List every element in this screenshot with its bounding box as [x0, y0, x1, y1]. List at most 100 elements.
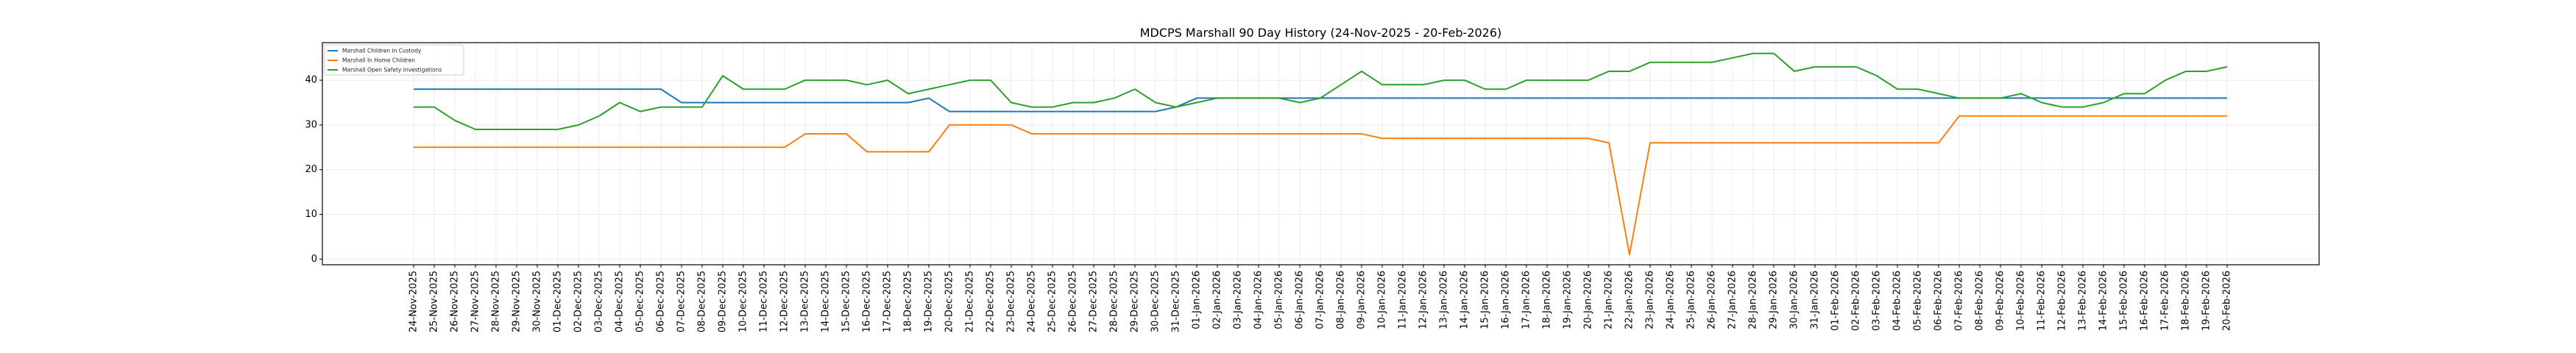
- x-tick-label: 29-Jan-2026: [1769, 271, 1780, 329]
- x-tick-label: 03-Dec-2025: [594, 271, 605, 332]
- x-tick-label: 10-Dec-2025: [738, 271, 749, 332]
- x-tick-label: 30-Jan-2026: [1789, 271, 1800, 329]
- x-tick-label: 04-Jan-2026: [1253, 271, 1264, 329]
- x-tick-label: 25-Dec-2025: [1047, 271, 1058, 332]
- x-tick-label: 26-Nov-2025: [450, 271, 461, 332]
- x-tick-label: 16-Feb-2026: [2140, 271, 2151, 331]
- x-tick-label: 29-Nov-2025: [512, 271, 523, 332]
- x-tick-label: 21-Dec-2025: [965, 271, 976, 332]
- x-tick-label: 17-Jan-2026: [1521, 271, 1532, 329]
- x-tick-label: 26-Jan-2026: [1707, 271, 1718, 329]
- x-tick-label: 26-Dec-2025: [1068, 271, 1079, 332]
- x-tick-label: 13-Feb-2026: [2078, 271, 2089, 331]
- x-tick-label: 27-Nov-2025: [470, 271, 481, 332]
- legend-label-children-in-custody: Marshall Children in Custody: [342, 48, 422, 54]
- legend-label-in-home-children: Marshall In Home Children: [342, 57, 415, 64]
- x-tick-label: 07-Jan-2026: [1315, 271, 1326, 329]
- y-tick-label: 40: [305, 75, 317, 86]
- x-tick-label: 08-Jan-2026: [1336, 271, 1347, 329]
- x-tick-label: 18-Feb-2026: [2181, 271, 2192, 331]
- x-tick-label: 02-Jan-2026: [1212, 271, 1223, 329]
- x-tick-label: 15-Jan-2026: [1480, 271, 1491, 329]
- x-tick-label: 25-Nov-2025: [429, 271, 440, 332]
- x-tick-label: 11-Dec-2025: [759, 271, 770, 332]
- x-tick-label: 29-Dec-2025: [1130, 271, 1141, 332]
- y-tick-label: 30: [305, 119, 317, 130]
- x-tick-label: 10-Jan-2026: [1377, 271, 1388, 329]
- series-lines: [414, 52, 2228, 256]
- series-line-open-safety-investigations: [414, 52, 2228, 130]
- x-tick-label: 18-Dec-2025: [903, 271, 914, 332]
- x-tick-label: 12-Dec-2025: [779, 271, 790, 332]
- x-tick-label: 02-Dec-2025: [573, 271, 584, 332]
- series-line-in-home-children: [414, 115, 2227, 256]
- x-tick-label: 16-Dec-2025: [862, 271, 873, 332]
- x-tick-label: 03-Feb-2026: [1872, 271, 1883, 331]
- x-tick-label: 23-Jan-2026: [1645, 271, 1656, 329]
- x-tick-label: 24-Dec-2025: [1027, 271, 1038, 332]
- x-tick-label: 11-Jan-2026: [1398, 271, 1409, 329]
- x-tick-label: 12-Feb-2026: [2057, 271, 2068, 331]
- x-tick-label: 14-Dec-2025: [821, 271, 832, 332]
- x-tick-label: 01-Jan-2026: [1192, 271, 1203, 329]
- x-tick-label: 15-Dec-2025: [841, 271, 852, 332]
- x-tick-label: 09-Dec-2025: [718, 271, 729, 332]
- x-tick-label: 31-Jan-2026: [1810, 271, 1821, 329]
- x-tick-label: 22-Dec-2025: [986, 271, 997, 332]
- x-tick-label: 13-Dec-2025: [800, 271, 811, 332]
- x-tick-label: 24-Nov-2025: [408, 271, 420, 332]
- x-tick-label: 24-Jan-2026: [1666, 271, 1677, 329]
- x-tick-label: 05-Feb-2026: [1913, 271, 1924, 331]
- y-tick-label: 0: [311, 254, 317, 265]
- x-tick-label: 31-Dec-2025: [1171, 271, 1182, 332]
- x-tick-label: 30-Dec-2025: [1150, 271, 1161, 332]
- x-tick-label: 04-Dec-2025: [615, 271, 626, 332]
- x-tick-label: 20-Dec-2025: [944, 271, 955, 332]
- x-tick-label: 25-Jan-2026: [1686, 271, 1697, 329]
- x-tick-label: 21-Jan-2026: [1604, 271, 1615, 329]
- x-tick-label: 06-Jan-2026: [1295, 271, 1306, 329]
- chart-title: MDCPS Marshall 90 Day History (24-Nov-20…: [1140, 26, 1502, 40]
- x-tick-label: 01-Feb-2026: [1830, 271, 1841, 331]
- y-axis: 0 10 20 30 40: [305, 75, 322, 265]
- x-tick-label: 14-Jan-2026: [1459, 271, 1471, 329]
- x-tick-label: 05-Jan-2026: [1274, 271, 1285, 329]
- y-tick-label: 20: [305, 164, 317, 175]
- x-tick-label: 01-Dec-2025: [553, 271, 564, 332]
- x-tick-label: 12-Jan-2026: [1418, 271, 1429, 329]
- x-tick-label: 27-Dec-2025: [1089, 271, 1100, 332]
- x-tick-label: 20-Jan-2026: [1583, 271, 1594, 329]
- x-axis: 24-Nov-2025 25-Nov-2025 26-Nov-2025 27-Nov-…: [408, 265, 2233, 332]
- x-tick-label: 27-Jan-2026: [1727, 271, 1738, 329]
- x-tick-label: 28-Nov-2025: [491, 271, 502, 332]
- x-tick-label: 06-Feb-2026: [1933, 271, 1945, 331]
- x-tick-label: 11-Feb-2026: [2037, 271, 2048, 331]
- x-tick-label: 13-Jan-2026: [1439, 271, 1450, 329]
- x-tick-label: 28-Jan-2026: [1748, 271, 1759, 329]
- x-tick-label: 15-Feb-2026: [2119, 271, 2130, 331]
- x-tick-label: 23-Dec-2025: [1006, 271, 1017, 332]
- x-tick-label: 18-Jan-2026: [1542, 271, 1553, 329]
- legend: Marshall Children in Custody Marshall In…: [324, 44, 464, 76]
- x-tick-label: 10-Feb-2026: [2016, 271, 2027, 331]
- x-tick-label: 03-Jan-2026: [1233, 271, 1244, 329]
- x-tick-label: 14-Feb-2026: [2098, 271, 2109, 331]
- legend-box: [324, 44, 464, 76]
- x-tick-label: 17-Dec-2025: [882, 271, 894, 332]
- x-tick-label: 05-Dec-2025: [635, 271, 646, 332]
- x-tick-label: 19-Feb-2026: [2201, 271, 2212, 331]
- x-tick-label: 08-Feb-2026: [1975, 271, 1986, 331]
- x-tick-label: 06-Dec-2025: [656, 271, 667, 332]
- x-tick-label: 28-Dec-2025: [1109, 271, 1120, 332]
- x-tick-label: 19-Jan-2026: [1563, 271, 1574, 329]
- x-tick-label: 07-Dec-2025: [676, 271, 687, 332]
- x-tick-label: 09-Jan-2026: [1356, 271, 1367, 329]
- y-tick-label: 10: [305, 209, 317, 220]
- x-tick-label: 20-Feb-2026: [2222, 271, 2233, 331]
- x-tick-label: 17-Feb-2026: [2160, 271, 2171, 331]
- x-tick-label: 02-Feb-2026: [1851, 271, 1862, 331]
- legend-label-open-safety-investigations: Marshall Open Safety Investigations: [342, 67, 442, 74]
- x-tick-label: 19-Dec-2025: [924, 271, 935, 332]
- x-tick-label: 04-Feb-2026: [1892, 271, 1903, 331]
